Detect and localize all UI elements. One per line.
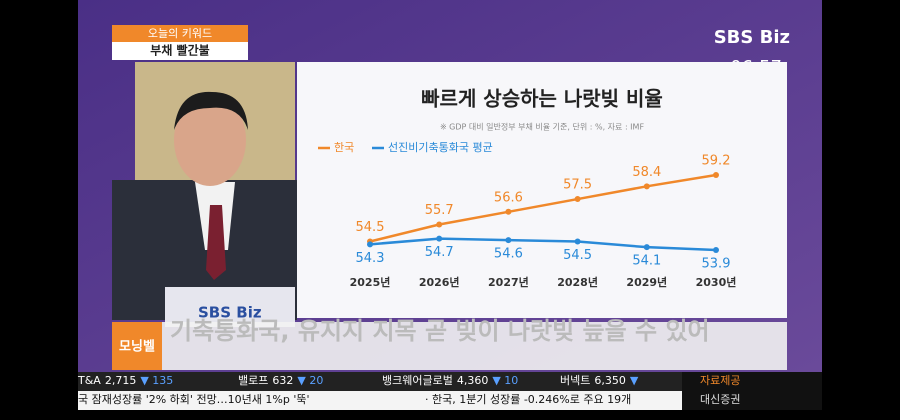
ticker-item: 뱅크웨어글로벌 4,360 ▼ 10	[382, 374, 518, 387]
presenter-head	[174, 94, 246, 186]
x-tick-label: 2025년	[350, 275, 391, 289]
chart-title: 빠르게 상승하는 나랏빚 비율	[421, 87, 663, 111]
data-label: 54.7	[425, 245, 454, 260]
program-logo: 모닝벨	[119, 340, 155, 355]
x-tick-label: 2029년	[626, 275, 667, 289]
presenter-hair	[174, 91, 248, 130]
data-label: 53.9	[702, 257, 731, 272]
ticker-change: ▼ 135	[140, 374, 173, 387]
data-label: 58.4	[632, 165, 661, 180]
keyword-label: 오늘의 키워드	[148, 27, 212, 40]
series-line	[369, 237, 717, 252]
ticker-change: ▼ 10	[492, 374, 518, 387]
ticker-price: 2,715	[105, 374, 137, 387]
ticker-name: 버넥트	[560, 374, 590, 387]
data-point	[643, 244, 650, 251]
keyword-box	[112, 42, 248, 60]
ticker-name: T&A	[77, 374, 101, 387]
desk-sign	[165, 287, 295, 327]
source-box	[682, 372, 822, 410]
ticker-price: 632	[272, 374, 293, 387]
keyword: 부채 빨간불	[150, 43, 209, 58]
program-logo-box	[112, 322, 162, 370]
news-ticker-bar	[78, 391, 682, 410]
legend-label: 한국	[334, 141, 354, 154]
ticker-change: ▼ 20	[297, 374, 323, 387]
chart: 한국 선진비기축통화국 평균 2025년 2026년 2027년 2028년 2029년 20…	[318, 141, 736, 289]
data-label: 55.7	[425, 203, 454, 218]
tickers: T&A 2,715 ▼ 135 밸로프 632 ▼ 20 뱅크웨어글로벌 4,360 ▼ 10 버…	[77, 374, 639, 406]
ticker-name: 밸로프	[238, 374, 268, 387]
chart-subtitle: ※ GDP 대비 일반정부 부채 비율 기준, 단위 : %, 자료 : IMF	[440, 122, 645, 132]
presenter-tie	[206, 205, 226, 280]
desk-logo: SBS Biz	[198, 304, 262, 322]
x-tick-label: 2028년	[557, 275, 598, 289]
caption-box	[162, 322, 787, 370]
data-label: 56.6	[494, 190, 523, 205]
data-point	[574, 196, 581, 203]
channel-logo: SBS Biz	[714, 27, 790, 48]
data-label: 59.2	[702, 154, 731, 169]
data-label: 54.1	[632, 254, 661, 269]
ticker-price: 6,350	[594, 374, 626, 387]
source-label: 자료제공	[700, 374, 740, 387]
stock-ticker-bar	[78, 372, 822, 391]
data-point	[505, 237, 512, 244]
data-point	[643, 183, 650, 190]
legend-label: 선진비기축통화국 평균	[388, 141, 493, 154]
data-point	[505, 208, 512, 215]
data-point	[713, 172, 719, 178]
data-label: 54.3	[356, 251, 385, 266]
ticker-item: 밸로프 632 ▼ 20	[238, 374, 323, 387]
ticker-name: 뱅크웨어글로벌	[382, 374, 453, 387]
data-point	[367, 241, 373, 248]
ticker-item: T&A 2,715 ▼ 135	[77, 374, 173, 387]
data-point	[436, 221, 443, 228]
data-point	[713, 247, 719, 253]
ticker-change: ▼	[630, 374, 639, 387]
x-tick-label: 2027년	[488, 275, 529, 289]
series-line	[369, 173, 717, 243]
keyword-label-box	[112, 25, 248, 42]
chart-panel	[297, 62, 787, 318]
x-tick-label: 2026년	[419, 275, 460, 289]
ticker-price: 4,360	[457, 374, 489, 387]
data-label: 54.5	[356, 220, 385, 235]
caption: 기축통화국, 유지지 지목 곧 빚이 나랏빚 늪을 수 있어	[170, 317, 710, 345]
data-label: 57.5	[563, 178, 592, 193]
source: 대신증권	[700, 393, 740, 406]
ticker-item: 버넥트 6,350 ▼	[560, 374, 639, 387]
news-item: 국 잠재성장률 '2% 하회' 전망…10년새 1%p '뚝'	[78, 392, 310, 406]
data-point	[436, 235, 443, 242]
x-tick-label: 2030년	[696, 275, 737, 289]
data-label: 54.6	[494, 247, 523, 262]
news-item: · 한국, 1분기 성장률 -0.246%로 주요 19개	[425, 393, 631, 406]
data-point	[574, 238, 581, 245]
data-label: 54.5	[563, 248, 592, 263]
